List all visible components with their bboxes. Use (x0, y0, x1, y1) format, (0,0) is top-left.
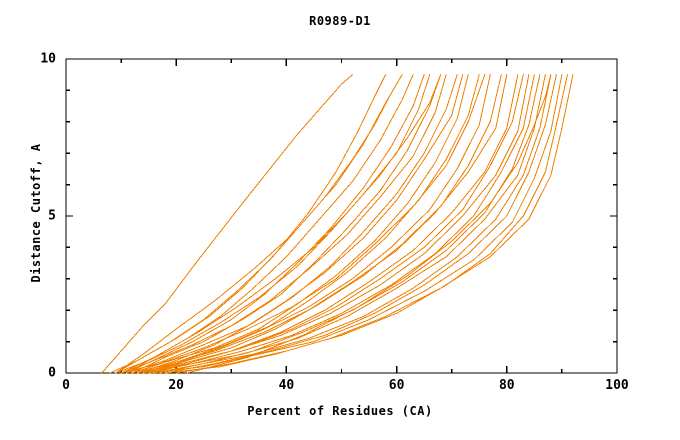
series-line (148, 74, 502, 374)
x-tick-label: 60 (388, 378, 405, 393)
series-line (120, 74, 447, 374)
x-tick-label: 40 (278, 378, 295, 393)
x-tick-label: 0 (62, 378, 70, 393)
series-line (186, 74, 552, 374)
series-line (142, 74, 480, 374)
data-series-group (101, 74, 574, 374)
series-line (115, 74, 403, 374)
series-line (142, 74, 546, 374)
series-line (131, 74, 508, 374)
series-line (115, 74, 387, 374)
series-line (164, 74, 574, 374)
series-line (137, 74, 530, 374)
series-line (137, 74, 491, 374)
series-line (131, 74, 469, 374)
series-line (126, 74, 464, 374)
series-line (137, 74, 458, 374)
x-axis-label: Percent of Residues (CA) (247, 404, 433, 418)
y-tick-label: 0 (48, 365, 56, 381)
series-line (153, 74, 552, 374)
series-line (120, 74, 486, 374)
series-line (148, 74, 563, 374)
series-line (153, 74, 524, 374)
series-line (120, 74, 414, 374)
y-tick-label: 5 (48, 208, 56, 224)
series-line (126, 74, 442, 374)
series-line (164, 74, 557, 374)
series-line (142, 74, 519, 374)
series-line (131, 74, 442, 374)
series-line (148, 74, 535, 374)
x-tick-label: 100 (605, 378, 629, 393)
chart-title: R0989-D1 (309, 14, 371, 28)
series-line (115, 74, 431, 374)
y-tick-label: 10 (40, 51, 56, 67)
x-tick-label: 80 (498, 378, 515, 393)
axis-frame (65, 58, 618, 374)
axis-ticks (65, 58, 618, 374)
series-line (101, 74, 354, 374)
series-line (126, 74, 425, 374)
x-tick-label: 20 (168, 378, 185, 393)
